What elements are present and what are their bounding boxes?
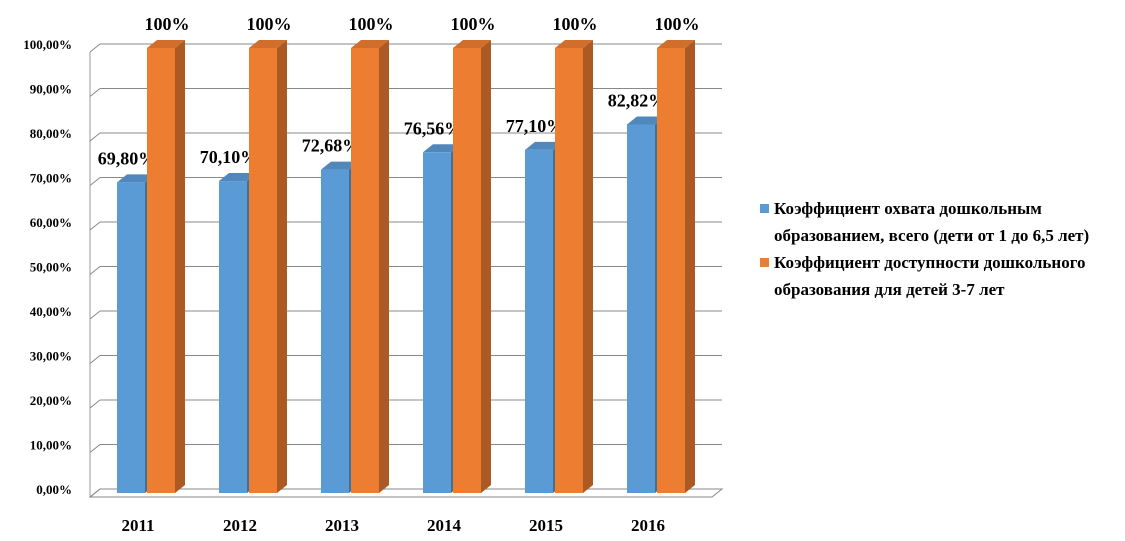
value-label: 82,82%: [608, 91, 667, 111]
y-tick-label: 60,00%: [30, 215, 72, 230]
y-tick-label: 40,00%: [30, 304, 72, 319]
bar-top: [453, 40, 491, 48]
value-label: 70,10%: [200, 147, 259, 167]
value-label: 100%: [655, 14, 700, 34]
x-tick-label: 2011: [121, 516, 154, 535]
floor: [88, 488, 724, 498]
value-label: 100%: [553, 14, 598, 34]
bar-side: [481, 40, 491, 493]
bar-top: [219, 173, 257, 182]
bar: [453, 48, 481, 493]
value-label: 100%: [145, 14, 190, 34]
y-tick-label: 10,00%: [30, 437, 72, 452]
grid-line-side: [89, 43, 101, 53]
legend-item: Коэффициент доступности дошкольного обра…: [760, 249, 1110, 303]
bar-top: [351, 40, 389, 48]
grid-line-side: [89, 177, 101, 186]
bar: [555, 48, 583, 493]
bar-top: [147, 40, 185, 48]
x-tick-label: 2013: [325, 516, 359, 535]
bar-side: [583, 40, 593, 493]
grid-line-side: [89, 266, 101, 275]
bar-top: [117, 174, 155, 183]
bar: [117, 182, 145, 493]
y-tick-label: 30,00%: [30, 348, 72, 363]
bar-top: [657, 40, 695, 48]
x-tick-label: 2015: [529, 516, 563, 535]
grid-line-side: [89, 88, 101, 97]
value-label: 77,10%: [506, 116, 565, 136]
bar: [321, 169, 349, 493]
bar: [627, 124, 655, 494]
y-tick-label: 90,00%: [30, 81, 72, 96]
grid-line-side: [89, 132, 101, 142]
grid-line-side: [89, 310, 101, 320]
bar-top: [423, 144, 461, 153]
legend-label: Коэффициент охвата дошкольным образовани…: [774, 199, 1090, 245]
y-tick-label: 0,00%: [36, 482, 72, 497]
x-tick-label: 2014: [427, 516, 462, 535]
value-label: 100%: [247, 14, 292, 34]
bar: [249, 48, 277, 493]
legend-swatch: [760, 204, 769, 213]
bar-top: [555, 40, 593, 48]
value-label: 72,68%: [302, 136, 361, 156]
grid-line-side: [89, 444, 101, 453]
bar: [147, 48, 175, 493]
bar: [351, 48, 379, 493]
bar-top: [249, 40, 287, 48]
legend: Коэффициент охвата дошкольным образовани…: [760, 195, 1110, 303]
bar-top: [627, 116, 665, 125]
x-tick-label: 2016: [631, 516, 665, 535]
y-tick-label: 20,00%: [30, 393, 72, 408]
legend-swatch: [760, 258, 769, 267]
bar-top: [321, 161, 359, 170]
value-label: 76,56%: [404, 118, 463, 138]
legend-label: Коэффициент доступности дошкольного обра…: [774, 253, 1086, 299]
y-tick-label: 80,00%: [30, 126, 72, 141]
bar-side: [175, 40, 185, 493]
x-tick-label: 2012: [223, 516, 257, 535]
bar-side: [685, 40, 695, 493]
bar-top: [525, 141, 563, 150]
value-label: 69,80%: [98, 149, 157, 169]
grid-line-side: [89, 221, 101, 231]
y-tick-label: 70,00%: [30, 170, 72, 185]
y-tick-label: 100,00%: [23, 37, 72, 52]
value-label: 100%: [349, 14, 394, 34]
bar-side: [277, 40, 287, 493]
legend-item: Коэффициент охвата дошкольным образовани…: [760, 195, 1110, 249]
value-label: 100%: [451, 14, 496, 34]
grid-line-side: [89, 399, 101, 409]
grid-line-side: [89, 355, 101, 364]
bar: [423, 152, 451, 494]
bar-side: [379, 40, 389, 493]
bar: [525, 149, 553, 493]
bar: [219, 181, 247, 493]
y-tick-label: 50,00%: [30, 259, 72, 274]
bar: [657, 48, 685, 493]
